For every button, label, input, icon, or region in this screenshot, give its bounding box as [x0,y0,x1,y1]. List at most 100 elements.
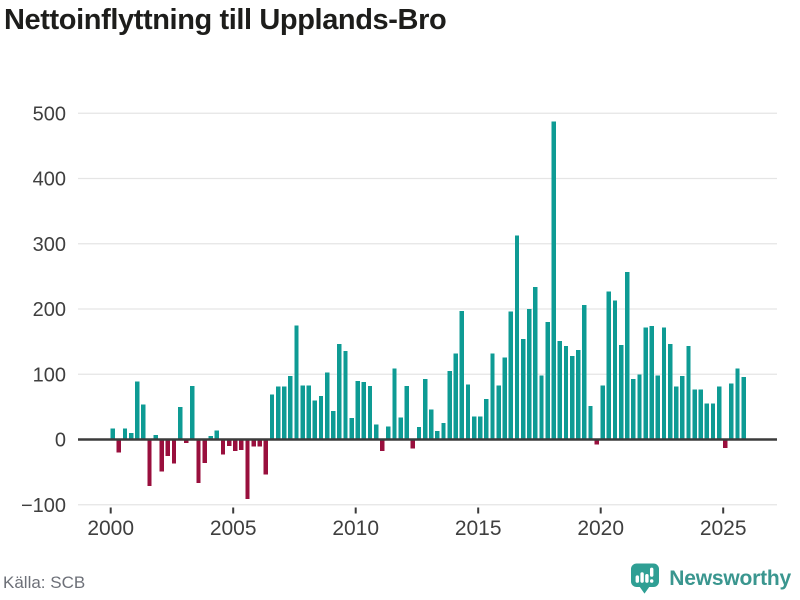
newsworthy-brand: Newsworthy [628,562,791,596]
x-tick-label: 2025 [700,517,747,540]
bar [533,286,538,440]
bar [484,399,489,440]
logo-pin-shape [631,563,660,594]
bar [649,325,654,440]
bar [257,439,262,447]
bar [318,395,324,440]
bar [563,346,569,440]
y-tick-label: 400 [33,169,66,191]
bar [282,386,287,440]
bar [496,385,501,440]
source-note: Källa: SCB [3,573,86,592]
bar [674,386,679,440]
bar [735,368,740,440]
bar [343,350,348,440]
newsworthy-brand-name: Newsworthy [669,567,791,590]
bar [729,383,734,440]
bar [741,376,746,440]
bar [239,439,244,450]
bar [582,305,587,440]
bar [306,385,311,440]
bar [539,375,544,440]
bar [698,389,703,440]
bar [177,406,183,440]
bar [508,311,514,440]
bar [686,346,691,440]
bar [349,417,354,440]
bar [184,439,189,443]
bar [245,439,250,499]
bar [263,439,269,475]
newsworthy-logo-icon [631,563,660,594]
bar [588,406,593,440]
bar [331,410,336,440]
bar [704,403,710,440]
bar [710,403,716,440]
bar [361,382,367,440]
bar [637,374,642,440]
bar [502,357,507,440]
bar [380,439,385,452]
logo-bar-3 [645,574,649,583]
bar [692,389,697,440]
bar [214,430,220,440]
bar [300,385,305,440]
bar [165,439,171,456]
bar [196,439,201,484]
y-tick-label: 300 [33,234,66,256]
logo-bar-2 [640,572,645,583]
bar [606,291,612,440]
bar [655,375,661,440]
bar [429,409,434,440]
bar [208,436,213,440]
x-tick-label: 2015 [455,517,502,540]
bar [667,344,673,440]
bar [233,439,238,452]
bar [294,325,299,440]
logo-bar-1 [635,575,640,583]
bar [226,439,232,447]
bar [159,439,164,472]
bar [618,344,624,440]
bar [465,384,471,440]
logo-exclamation-stem [650,567,654,577]
bar [153,434,158,440]
y-tick-label: 500 [33,103,66,125]
bar [600,385,605,440]
bar [190,386,195,440]
bar [312,400,318,440]
bar [716,386,722,440]
bar [116,439,122,453]
bar [471,416,477,440]
bar [275,386,281,440]
bar [404,386,409,440]
bar [680,376,685,440]
bar [422,378,428,440]
bar [478,416,483,440]
bar [288,376,293,440]
y-tick-label: 0 [55,430,66,452]
bar [643,327,648,440]
bar [594,439,599,445]
bar [435,431,440,440]
bar [141,404,146,440]
bar [661,327,667,440]
bar [520,339,526,440]
bar [269,394,275,440]
bar [122,428,128,440]
x-tick-label: 2005 [210,517,257,540]
x-tick-label: 2020 [577,517,624,540]
bar [527,309,532,440]
bar [723,439,728,448]
bar [147,439,152,486]
bar [355,380,360,440]
bar [545,322,550,440]
bar [514,235,520,440]
bar [171,439,177,464]
bar [220,439,226,455]
bar [490,353,495,440]
bar [576,350,581,440]
bar [373,424,379,440]
bar [557,340,563,440]
